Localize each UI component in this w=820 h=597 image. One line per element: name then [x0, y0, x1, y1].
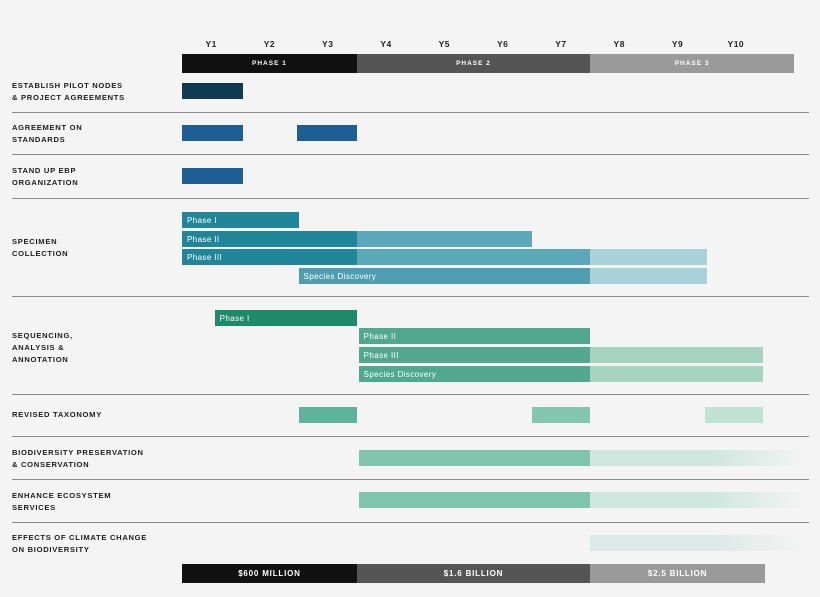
task-bar: Phase II — [358, 328, 591, 344]
budget-bar: $1.6 BILLION — [356, 564, 591, 583]
task-bar-segment — [590, 249, 707, 265]
task-bar-segment — [590, 268, 707, 284]
phase-bar: PHASE 2 — [356, 54, 591, 73]
task-bar: Phase III — [182, 249, 357, 265]
year-label: Y8 — [613, 39, 625, 49]
task-bar-segment — [182, 83, 244, 99]
phase-bar: PHASE 1 — [182, 54, 357, 73]
task-bar-segment — [296, 125, 357, 141]
task-bar-segment — [590, 450, 808, 466]
year-label: Y7 — [555, 39, 567, 49]
task-bar: Phase I — [182, 212, 299, 228]
task-bar-segment — [590, 366, 764, 382]
task-bar-segment — [182, 168, 244, 184]
budget-bar: $600 MILLION — [182, 564, 357, 583]
row-label: BIODIVERSITY PRESERVATION & CONSERVATION — [12, 448, 144, 469]
task-bar: Phase II — [182, 231, 357, 247]
row-label: SPECIMEN COLLECTION — [12, 237, 69, 258]
year-label: Y9 — [671, 39, 684, 49]
year-label: Y3 — [322, 39, 334, 49]
row-divider — [12, 112, 809, 113]
row-label: REVISED TAXONOMY — [12, 410, 102, 419]
row-label: STAND UP EBP ORGANIZATION — [12, 166, 79, 187]
phase-bar: PHASE 3 — [590, 54, 795, 73]
row-divider — [12, 154, 809, 155]
task-bar: Species Discovery — [298, 268, 591, 284]
row-divider — [12, 522, 809, 523]
year-label: Y5 — [438, 39, 451, 49]
row-label: SEQUENCING, ANALYSIS & ANNOTATION — [12, 331, 73, 364]
row-divider — [12, 198, 809, 199]
row-label: AGREEMENT ON STANDARDS — [12, 123, 83, 144]
task-bar-segment — [356, 249, 591, 265]
year-label: Y6 — [496, 39, 509, 49]
task-bar-segment — [358, 492, 591, 508]
task-bar-segment — [182, 125, 244, 141]
row-label: EFFECTS OF CLIMATE CHANGE ON BIODIVERSIT… — [12, 533, 148, 554]
task-bar: Phase I — [214, 310, 357, 326]
year-label: Y4 — [380, 39, 392, 49]
year-label: Y1 — [205, 39, 217, 49]
task-bar-segment — [356, 231, 532, 247]
task-bar-segment — [298, 407, 357, 423]
row-divider — [12, 436, 809, 437]
task-bar-segment — [590, 492, 808, 508]
task-bar-segment — [590, 535, 808, 551]
row-label: ESTABLISH PILOT NODES & PROJECT AGREEMEN… — [12, 81, 125, 102]
task-bar-segment — [704, 407, 764, 423]
task-bar: Species Discovery — [358, 366, 591, 382]
row-divider — [12, 394, 809, 395]
row-label: ENHANCE ECOSYSTEM SERVICES — [12, 491, 112, 512]
task-bar-segment — [531, 407, 591, 423]
task-bar: Phase III — [358, 347, 591, 363]
row-divider — [12, 479, 809, 480]
budget-bar: $2.5 BILLION — [590, 564, 765, 583]
task-bar-segment — [358, 450, 591, 466]
year-label: Y2 — [263, 39, 276, 49]
year-label: Y10 — [727, 39, 745, 49]
row-divider — [12, 296, 809, 297]
task-bar-segment — [590, 347, 764, 363]
